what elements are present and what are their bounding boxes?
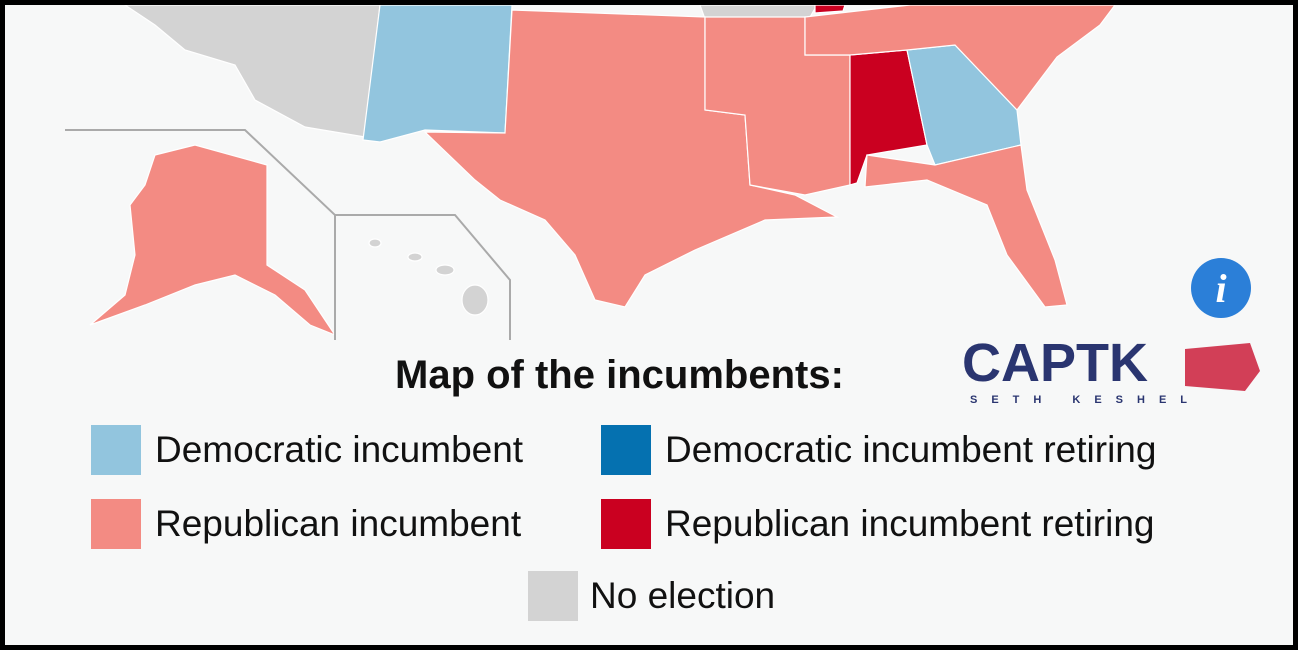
inset-borders [65,129,511,340]
legend-label: Democratic incumbent retiring [665,429,1157,470]
legend-swatch [91,425,141,475]
islands [368,238,489,316]
state [804,5,1116,111]
logo: CAPTK SETH KESHEL [962,333,1260,406]
state [123,5,381,138]
state [864,144,1068,308]
state [814,5,846,14]
legend-label: No election [590,575,776,616]
legend-title: Map of the incumbents: [395,353,844,397]
legend-swatch [601,425,651,475]
legend-swatch [91,499,141,549]
legend-label: Democratic incumbent [155,429,524,470]
svg-text:i: i [1215,266,1226,311]
states [89,5,1116,337]
map: i [65,5,1251,340]
logo-name: CAPTK [962,333,1148,393]
info-icon[interactable]: i [1191,258,1251,318]
legend-swatch [528,571,578,621]
logo-tagline: SETH KESHEL [970,394,1201,406]
state [89,144,337,337]
legend-swatch [601,499,651,549]
legend-label: Republican incumbent retiring [665,503,1155,544]
state [362,5,513,143]
legend-label: Republican incumbent [155,503,522,544]
